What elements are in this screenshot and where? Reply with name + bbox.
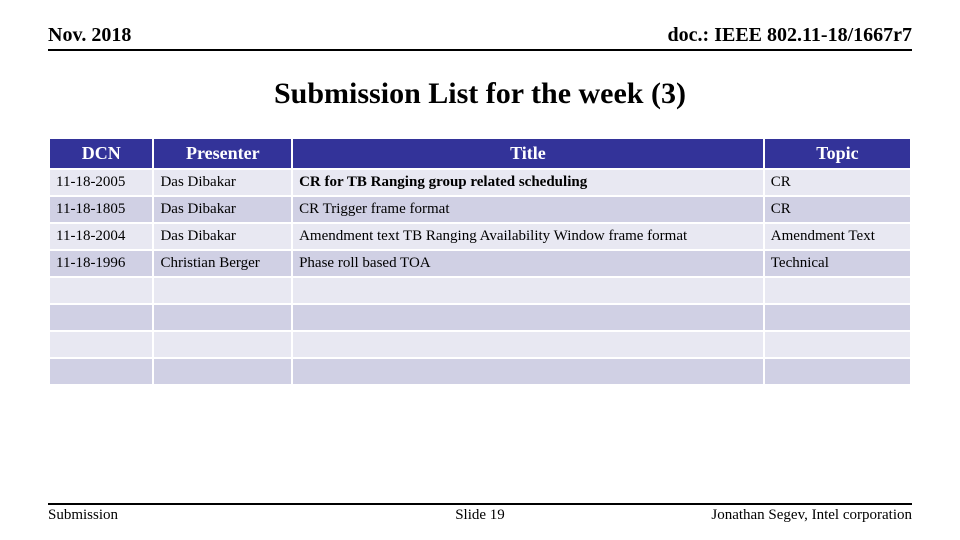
col-header-topic: Topic: [765, 139, 910, 168]
cell-topic: Amendment Text: [765, 224, 910, 249]
page-title: Submission List for the week (3): [48, 77, 912, 111]
cell-dcn: 11-18-2004: [50, 224, 152, 249]
cell-presenter: Das Dibakar: [154, 224, 291, 249]
col-header-dcn: DCN: [50, 139, 152, 168]
header-date: Nov. 2018: [48, 24, 131, 47]
slide-footer: Submission Slide 19 Jonathan Segev, Inte…: [48, 503, 912, 524]
table-header-row: DCN Presenter Title Topic: [50, 139, 910, 168]
cell-dcn: [50, 305, 152, 330]
table-row: 11-18-1996Christian BergerPhase roll bas…: [50, 251, 910, 276]
cell-topic: [765, 305, 910, 330]
cell-topic: [765, 278, 910, 303]
footer-slide-number: Slide 19: [48, 507, 912, 524]
cell-topic: CR: [765, 170, 910, 195]
cell-topic: Technical: [765, 251, 910, 276]
col-header-title: Title: [293, 139, 763, 168]
cell-dcn: 11-18-1805: [50, 197, 152, 222]
cell-dcn: [50, 332, 152, 357]
table-row: 11-18-2004Das DibakarAmendment text TB R…: [50, 224, 910, 249]
slide-header: Nov. 2018 doc.: IEEE 802.11-18/1667r7: [48, 24, 912, 51]
cell-presenter: [154, 359, 291, 384]
cell-title: CR for TB Ranging group related scheduli…: [293, 170, 763, 195]
cell-presenter: Das Dibakar: [154, 197, 291, 222]
cell-presenter: Christian Berger: [154, 251, 291, 276]
cell-dcn: 11-18-2005: [50, 170, 152, 195]
table-row: [50, 305, 910, 330]
cell-dcn: 11-18-1996: [50, 251, 152, 276]
cell-title: Phase roll based TOA: [293, 251, 763, 276]
cell-title: [293, 305, 763, 330]
cell-title: [293, 332, 763, 357]
cell-presenter: [154, 332, 291, 357]
table-row: 11-18-2005Das DibakarCR for TB Ranging g…: [50, 170, 910, 195]
col-header-presenter: Presenter: [154, 139, 291, 168]
table-row: [50, 332, 910, 357]
cell-topic: [765, 359, 910, 384]
cell-dcn: [50, 278, 152, 303]
table-row: 11-18-1805Das DibakarCR Trigger frame fo…: [50, 197, 910, 222]
cell-topic: CR: [765, 197, 910, 222]
cell-presenter: Das Dibakar: [154, 170, 291, 195]
cell-title: Amendment text TB Ranging Availability W…: [293, 224, 763, 249]
cell-dcn: [50, 359, 152, 384]
table-row: [50, 359, 910, 384]
header-doc-id: doc.: IEEE 802.11-18/1667r7: [668, 24, 912, 47]
submission-table: DCN Presenter Title Topic 11-18-2005Das …: [48, 137, 912, 386]
table-row: [50, 278, 910, 303]
cell-topic: [765, 332, 910, 357]
cell-title: CR Trigger frame format: [293, 197, 763, 222]
cell-title: [293, 359, 763, 384]
cell-presenter: [154, 278, 291, 303]
cell-presenter: [154, 305, 291, 330]
cell-title: [293, 278, 763, 303]
